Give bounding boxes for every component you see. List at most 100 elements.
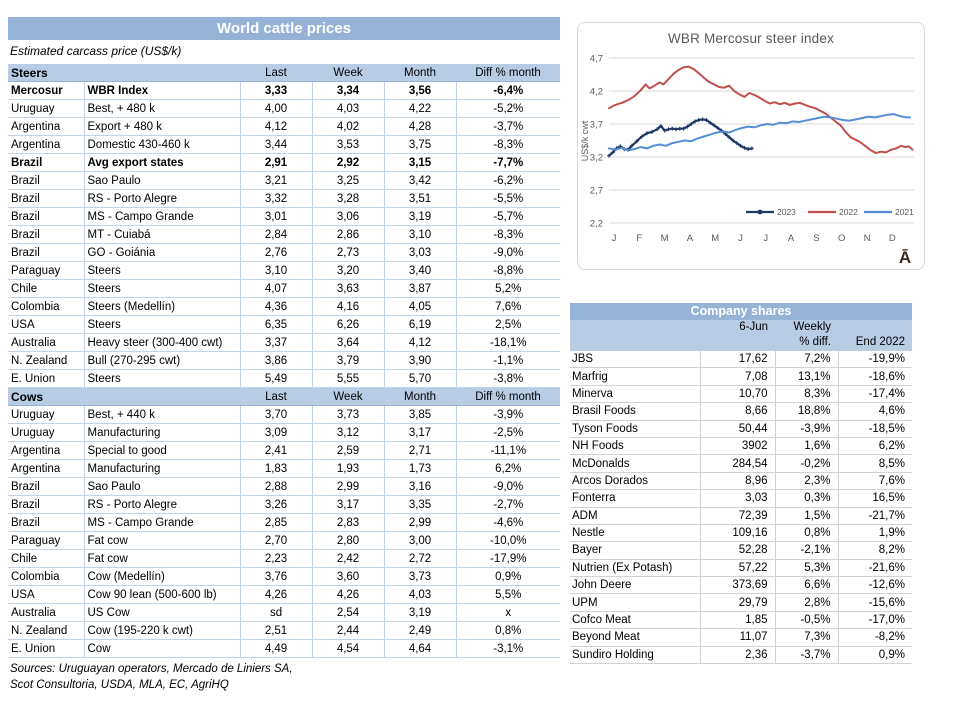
x-tick-label: O xyxy=(838,233,845,244)
last-cell: 3,86 xyxy=(239,351,313,370)
end-2022-cell: -17,0% xyxy=(837,611,912,630)
price-row: Brazil RS - Porto Alegre 3,26 3,17 3,35 -2,7% xyxy=(8,495,561,514)
week-cell: 2,86 xyxy=(311,225,385,244)
diff-cell: 5,2% xyxy=(455,279,561,298)
price-row: N. Zealand Bull (270-295 cwt) 3,86 3,79 3,90… xyxy=(8,351,561,370)
diff-cell: -3,8% xyxy=(455,369,561,388)
last-cell: 4,00 xyxy=(239,99,313,118)
company-row: NH Foods 3902 1,6% 6,2% xyxy=(570,437,912,456)
month-cell: 5,70 xyxy=(383,369,457,388)
description-cell: WBR Index xyxy=(83,81,241,100)
description-cell: Heavy steer (300-400 cwt) xyxy=(83,333,241,352)
month-cell: 3,73 xyxy=(383,567,457,586)
price-row: USA Cow 90 lean (500-600 lb) 4,26 4,26 4,03 5… xyxy=(8,585,561,604)
diff-cell: -18,1% xyxy=(455,333,561,352)
weekly-diff-cell: 2,8% xyxy=(774,593,838,612)
end-2022-cell: 4,6% xyxy=(837,402,912,421)
weekly-diff-cell: -2,1% xyxy=(774,541,838,560)
description-cell: Steers xyxy=(83,261,241,280)
steers-header-row: Steers Last Week Month Diff % month xyxy=(8,64,561,82)
diff-cell: -9,0% xyxy=(455,477,561,496)
description-cell: Domestic 430-460 k xyxy=(83,135,241,154)
country-cell: Brazil xyxy=(8,189,84,208)
price-row: Australia Heavy steer (300-400 cwt) 3,37 3,… xyxy=(8,333,561,352)
description-cell: Sao Paulo xyxy=(83,477,241,496)
company-row: Marfrig 7,08 13,1% -18,6% xyxy=(570,367,912,386)
company-header-row: 6-Jun Weekly% diff. End 2022 xyxy=(570,320,912,351)
x-tick-label: J xyxy=(612,233,617,244)
week-cell: 3,28 xyxy=(311,189,385,208)
x-tick-label: J xyxy=(763,233,768,244)
company-name-cell: Nutrien (Ex Potash) xyxy=(570,559,700,578)
last-cell: 2,51 xyxy=(239,621,313,640)
price-cell: 72,39 xyxy=(699,507,775,525)
company-name-cell: Tyson Foods xyxy=(570,420,700,438)
y-tick-label: 3,2 xyxy=(590,153,603,164)
legend-label: 2022 xyxy=(839,207,858,217)
company-shares-title: Company shares xyxy=(570,303,912,320)
country-cell: Brazil xyxy=(8,207,84,226)
diff-cell: -3,7% xyxy=(455,117,561,136)
last-cell: 3,70 xyxy=(239,405,313,424)
column-header: Week xyxy=(312,64,385,82)
country-cell: Chile xyxy=(8,549,84,568)
weekly-diff-cell: 8,3% xyxy=(774,385,838,404)
end-2022-cell: -18,5% xyxy=(837,420,912,438)
company-row: Sundiro Holding 2,36 -3,7% 0,9% xyxy=(570,646,912,665)
company-row: Nestle 109,16 0,8% 1,9% xyxy=(570,524,912,543)
description-cell: Export + 480 k xyxy=(83,117,241,136)
month-cell: 3,51 xyxy=(383,189,457,208)
description-cell: Best, + 440 k xyxy=(83,405,241,424)
y-tick-label: 4,7 xyxy=(590,54,603,65)
description-cell: Fat cow xyxy=(83,531,241,550)
month-cell: 3,17 xyxy=(383,423,457,442)
last-cell: sd xyxy=(239,603,313,622)
week-cell: 2,92 xyxy=(311,153,385,172)
company-name-cell: McDonalds xyxy=(570,454,700,473)
watermark-letter: Ā xyxy=(899,248,911,267)
company-name-cell: Minerva xyxy=(570,385,700,404)
company-row: Brasil Foods 8,66 18,8% 4,6% xyxy=(570,402,912,421)
diff-cell: -1,1% xyxy=(455,351,561,370)
description-cell: Cow 90 lean (500-600 lb) xyxy=(83,585,241,604)
last-cell: 6,35 xyxy=(239,315,313,334)
end-2022-cell: -17,4% xyxy=(837,385,912,404)
price-cell: 7,08 xyxy=(699,367,775,386)
company-row: JBS 17,62 7,2% -19,9% xyxy=(570,350,912,369)
month-cell: 3,19 xyxy=(383,207,457,226)
last-cell: 3,09 xyxy=(239,423,313,442)
weekly-diff-cell: 6,6% xyxy=(774,576,838,595)
country-cell: Colombia xyxy=(8,297,84,316)
country-cell: Australia xyxy=(8,603,84,622)
diff-cell: -9,0% xyxy=(455,243,561,262)
company-name-cell: Beyond Meat xyxy=(570,628,700,647)
price-cell: 57,22 xyxy=(699,559,775,578)
y-tick-label: 2,2 xyxy=(590,219,603,230)
week-cell: 2,42 xyxy=(311,549,385,568)
column-header: Week xyxy=(312,387,385,406)
end-2022-cell: 8,5% xyxy=(837,454,912,473)
diff-cell: -6,2% xyxy=(455,171,561,190)
week-cell: 5,55 xyxy=(311,369,385,388)
description-cell: Special to good xyxy=(83,441,241,460)
weekly-diff-cell: 1,6% xyxy=(774,437,838,456)
price-row: Chile Steers 4,07 3,63 3,87 5,2% xyxy=(8,279,561,298)
description-cell: Cow xyxy=(83,639,241,658)
x-tick-label: D xyxy=(889,233,896,244)
last-cell: 3,26 xyxy=(239,495,313,514)
month-cell: 3,87 xyxy=(383,279,457,298)
last-cell: 3,33 xyxy=(239,81,313,100)
y-axis-title: US$/k cwt xyxy=(580,120,590,161)
country-cell: Brazil xyxy=(8,243,84,262)
diff-cell: -5,5% xyxy=(455,189,561,208)
last-cell: 4,07 xyxy=(239,279,313,298)
company-name-header xyxy=(570,320,700,351)
column-header: Diff % month xyxy=(456,64,561,82)
company-row: John Deere 373,69 6,6% -12,6% xyxy=(570,576,912,595)
country-cell: Argentina xyxy=(8,135,84,154)
end-2022-cell: 8,2% xyxy=(837,541,912,560)
week-cell: 3,17 xyxy=(311,495,385,514)
company-name-cell: Fonterra xyxy=(570,489,700,508)
weekly-diff-cell: -3,7% xyxy=(774,646,838,665)
week-cell: 4,03 xyxy=(311,99,385,118)
